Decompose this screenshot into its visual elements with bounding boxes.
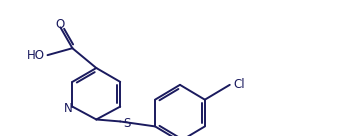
Text: Cl: Cl bbox=[234, 78, 245, 91]
Text: HO: HO bbox=[27, 49, 45, 62]
Text: N: N bbox=[64, 102, 73, 115]
Text: S: S bbox=[123, 116, 131, 129]
Text: O: O bbox=[56, 18, 65, 31]
